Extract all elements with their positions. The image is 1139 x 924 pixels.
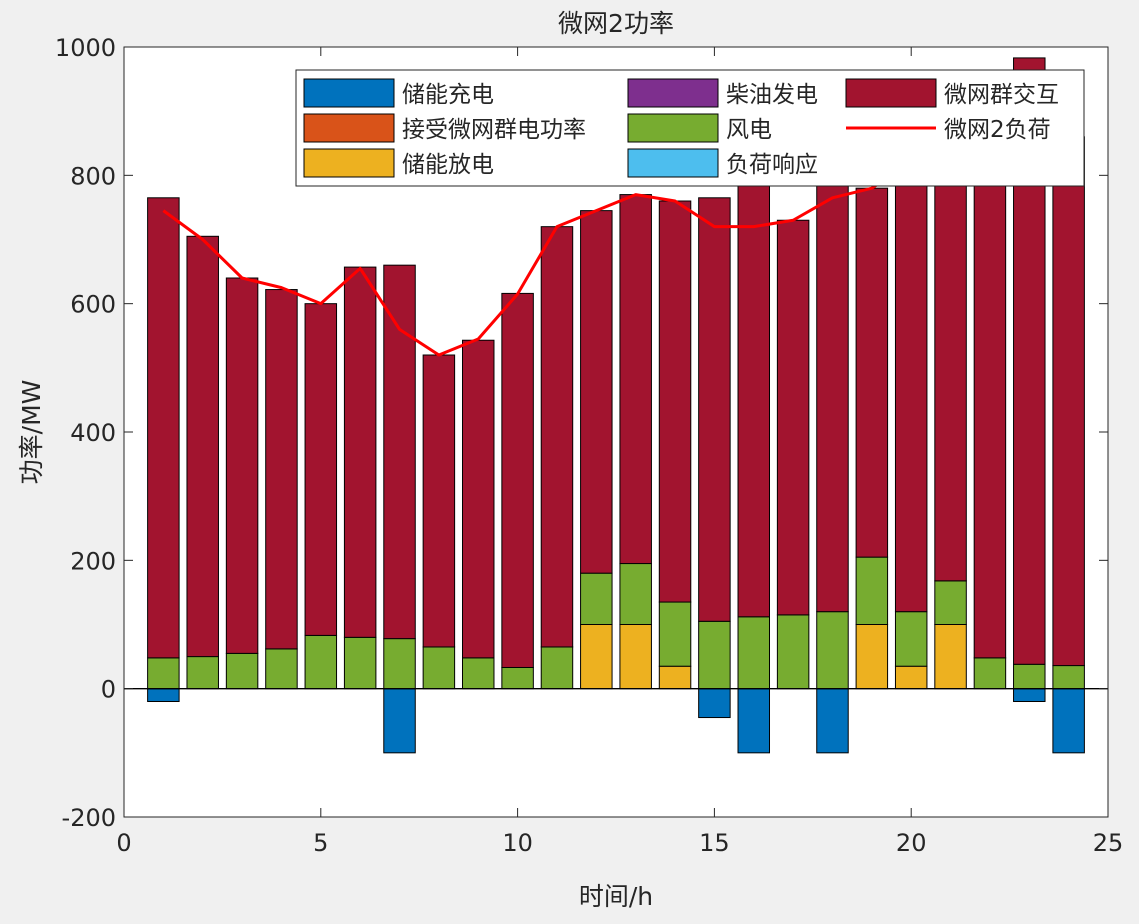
legend-swatch-4 — [627, 113, 719, 143]
legend-label-0: 储能充电 — [402, 82, 494, 108]
bar-s6-19 — [855, 187, 889, 558]
bar-s2-13 — [619, 624, 652, 690]
legend-label-2: 储能放电 — [402, 152, 494, 178]
y-tick-label-4: 600 — [70, 291, 116, 319]
legend-swatch-3 — [627, 78, 719, 108]
bar-s4-12 — [580, 572, 613, 626]
bar-s6-20 — [894, 110, 928, 613]
bar-s4-15 — [698, 620, 731, 690]
bar-s6-7 — [383, 264, 416, 640]
bar-s6-24 — [1052, 136, 1085, 667]
legend-label-1: 接受微网群电功率 — [402, 117, 586, 143]
bar-s6-3 — [225, 277, 259, 654]
x-tick-label-2: 10 — [502, 829, 533, 857]
bar-s4-18 — [816, 611, 849, 690]
bar-s4-23 — [1013, 663, 1046, 690]
legend-swatch-2 — [303, 148, 395, 178]
bar-s4-14 — [658, 601, 692, 667]
legend-swatch-1 — [303, 113, 395, 143]
bar-s4-10 — [501, 666, 534, 690]
y-axis-label: 功率/MW — [17, 380, 46, 485]
bar-s6-21 — [934, 118, 967, 582]
bar-s0-7 — [383, 688, 416, 754]
legend-swatch-6 — [845, 78, 937, 108]
bar-s6-6 — [343, 266, 377, 638]
bar-s4-5 — [304, 634, 338, 690]
y-tick-label-5: 800 — [70, 162, 116, 190]
bar-s4-17 — [776, 614, 810, 690]
bar-s6-1 — [147, 197, 180, 659]
y-tick-label-2: 200 — [70, 547, 116, 575]
bar-s0-24 — [1052, 688, 1085, 754]
bar-s4-24 — [1052, 665, 1085, 690]
x-tick-label-0: 0 — [116, 829, 131, 857]
bar-s0-16 — [737, 688, 771, 754]
bar-s4-9 — [461, 657, 495, 690]
bar-s2-14 — [658, 665, 692, 690]
legend-label-3: 柴油发电 — [726, 82, 818, 108]
bar-s2-12 — [580, 624, 613, 690]
x-tick-label-3: 15 — [699, 829, 730, 857]
bar-s2-19 — [855, 624, 889, 690]
bar-s6-9 — [461, 339, 495, 659]
bar-s6-10 — [501, 292, 534, 668]
bar-s4-11 — [540, 646, 574, 690]
bar-s6-16 — [737, 125, 771, 618]
chart-title: 微网2功率 — [558, 9, 674, 38]
bar-s6-11 — [540, 226, 574, 648]
legend-label-5: 负荷响应 — [726, 152, 818, 178]
legend-swatch-0 — [303, 78, 395, 108]
bar-s6-17 — [776, 219, 810, 616]
y-tick-label-0: -200 — [62, 804, 116, 832]
bar-s4-4 — [265, 648, 298, 690]
legend-label-6: 微网群交互 — [944, 82, 1059, 108]
bar-s0-15 — [698, 688, 731, 719]
y-tick-label-3: 400 — [70, 419, 116, 447]
bar-s4-6 — [343, 636, 377, 690]
x-axis-label: 时间/h — [579, 882, 653, 911]
y-tick-label-6: 1000 — [55, 34, 116, 62]
bars-layer — [147, 57, 1085, 754]
bar-s4-7 — [383, 638, 416, 690]
bar-s6-4 — [265, 289, 298, 650]
x-tick-label-4: 20 — [896, 829, 927, 857]
bar-s4-8 — [422, 646, 456, 690]
x-tick-label-1: 5 — [313, 829, 328, 857]
bar-s6-14 — [658, 200, 692, 603]
y-tick-label-1: 0 — [101, 676, 116, 704]
bar-s0-1 — [147, 688, 180, 703]
bar-s4-3 — [225, 652, 259, 690]
bar-s4-22 — [973, 657, 1007, 690]
bar-s6-13 — [619, 194, 652, 565]
legend-label-4: 风电 — [726, 117, 772, 143]
bar-s4-13 — [619, 563, 652, 626]
bar-s4-1 — [147, 657, 180, 690]
bar-s4-20 — [894, 611, 928, 667]
x-tick-label-5: 25 — [1093, 829, 1124, 857]
bar-s6-22 — [973, 149, 1007, 659]
bar-s4-19 — [855, 556, 889, 625]
bar-s6-2 — [186, 235, 219, 658]
legend-label-7: 微网2负荷 — [944, 117, 1051, 143]
bar-s6-5 — [304, 303, 338, 636]
bar-s6-15 — [698, 197, 731, 622]
bar-s4-21 — [934, 580, 967, 625]
bar-s6-8 — [422, 354, 456, 648]
bar-s0-23 — [1013, 688, 1046, 703]
bar-s2-20 — [894, 665, 928, 690]
bar-s0-18 — [816, 688, 849, 754]
bar-s2-21 — [934, 624, 967, 690]
bar-s4-2 — [186, 656, 219, 690]
bar-s6-12 — [580, 210, 613, 574]
legend-swatch-5 — [627, 148, 719, 178]
bar-s4-16 — [737, 616, 771, 690]
